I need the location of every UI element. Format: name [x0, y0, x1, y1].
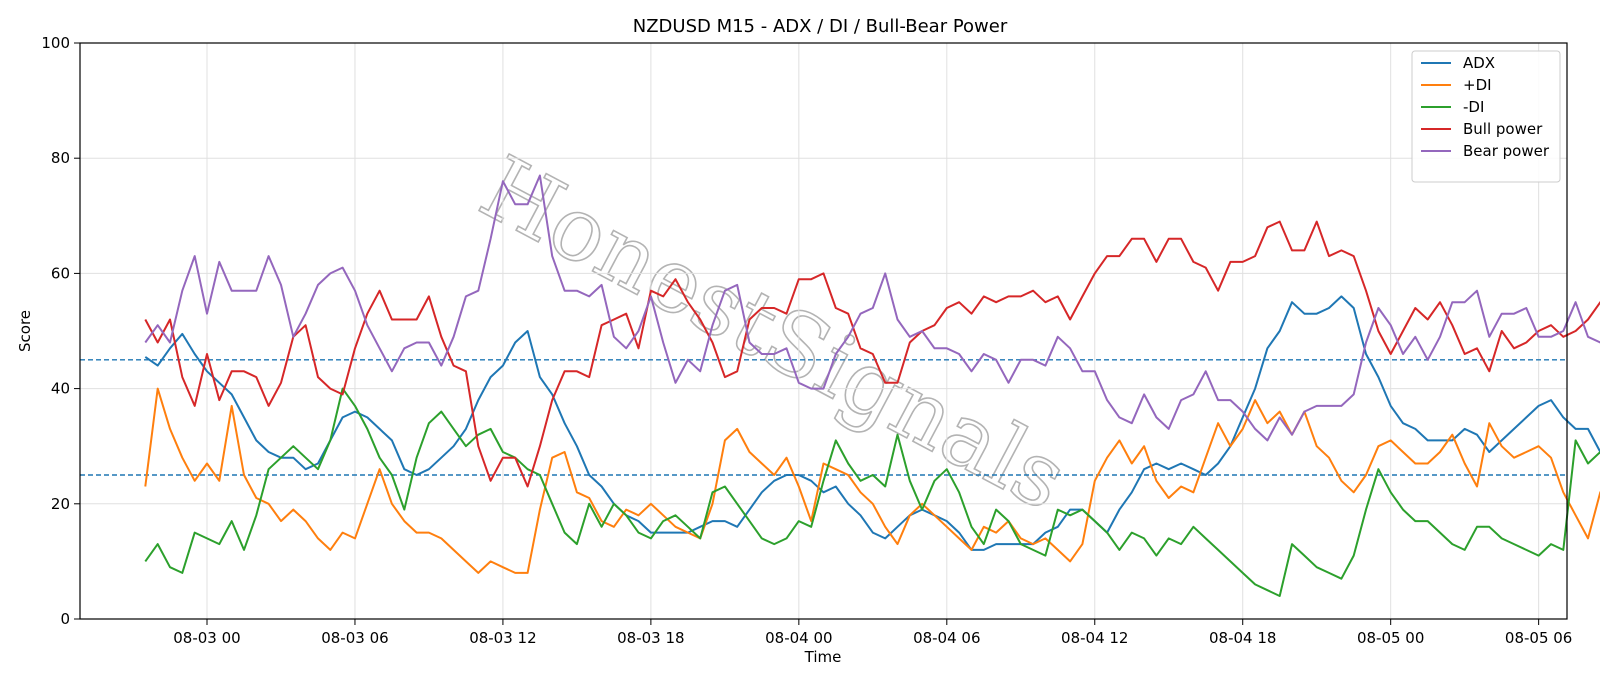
x-tick-label: 08-05 06 [1505, 629, 1572, 647]
y-tick-label: 100 [41, 34, 70, 52]
x-tick-label: 08-04 06 [913, 629, 980, 647]
x-tick-label: 08-05 00 [1357, 629, 1424, 647]
legend-label: ADX [1463, 54, 1495, 72]
y-axis-label: Score [16, 310, 34, 352]
y-tick-label: 20 [51, 495, 70, 513]
series-line-adx [144, 295, 1600, 551]
legend-label: +DI [1463, 76, 1492, 94]
legend: ADX +DI -DI Bull power Bear power [1411, 50, 1561, 183]
legend-label: -DI [1463, 98, 1484, 116]
x-tick-label: 08-03 18 [617, 629, 684, 647]
legend-label: Bull power [1463, 120, 1543, 138]
x-tick-label: 08-04 12 [1061, 629, 1128, 647]
x-tick-label: 08-04 00 [765, 629, 832, 647]
legend-box [1411, 50, 1561, 183]
x-axis-ticks: 08-03 00 08-03 06 08-03 12 08-03 18 08-04 00… [173, 619, 1572, 647]
series-lines [144, 174, 1600, 597]
x-tick-label: 08-03 12 [469, 629, 536, 647]
series-line-bear-power [144, 174, 1600, 442]
x-tick-label: 08-04 18 [1209, 629, 1276, 647]
series-line-di [144, 387, 1600, 597]
legend-label: Bear power [1463, 142, 1550, 160]
series-line-di [144, 387, 1600, 574]
chart-title: NZDUSD M15 - ADX / DI / Bull-Bear Power [633, 16, 1008, 37]
y-axis-ticks: 0 20 40 60 80 100 [41, 34, 80, 628]
y-tick-label: 0 [60, 610, 70, 628]
y-tick-label: 60 [51, 264, 70, 282]
plot-frame [79, 42, 1568, 620]
x-axis-label: Time [804, 648, 842, 666]
y-tick-label: 40 [51, 380, 70, 398]
y-tick-label: 80 [51, 149, 70, 167]
x-tick-label: 08-03 00 [173, 629, 240, 647]
x-tick-label: 08-03 06 [321, 629, 388, 647]
series-line-bull-power [144, 220, 1600, 488]
